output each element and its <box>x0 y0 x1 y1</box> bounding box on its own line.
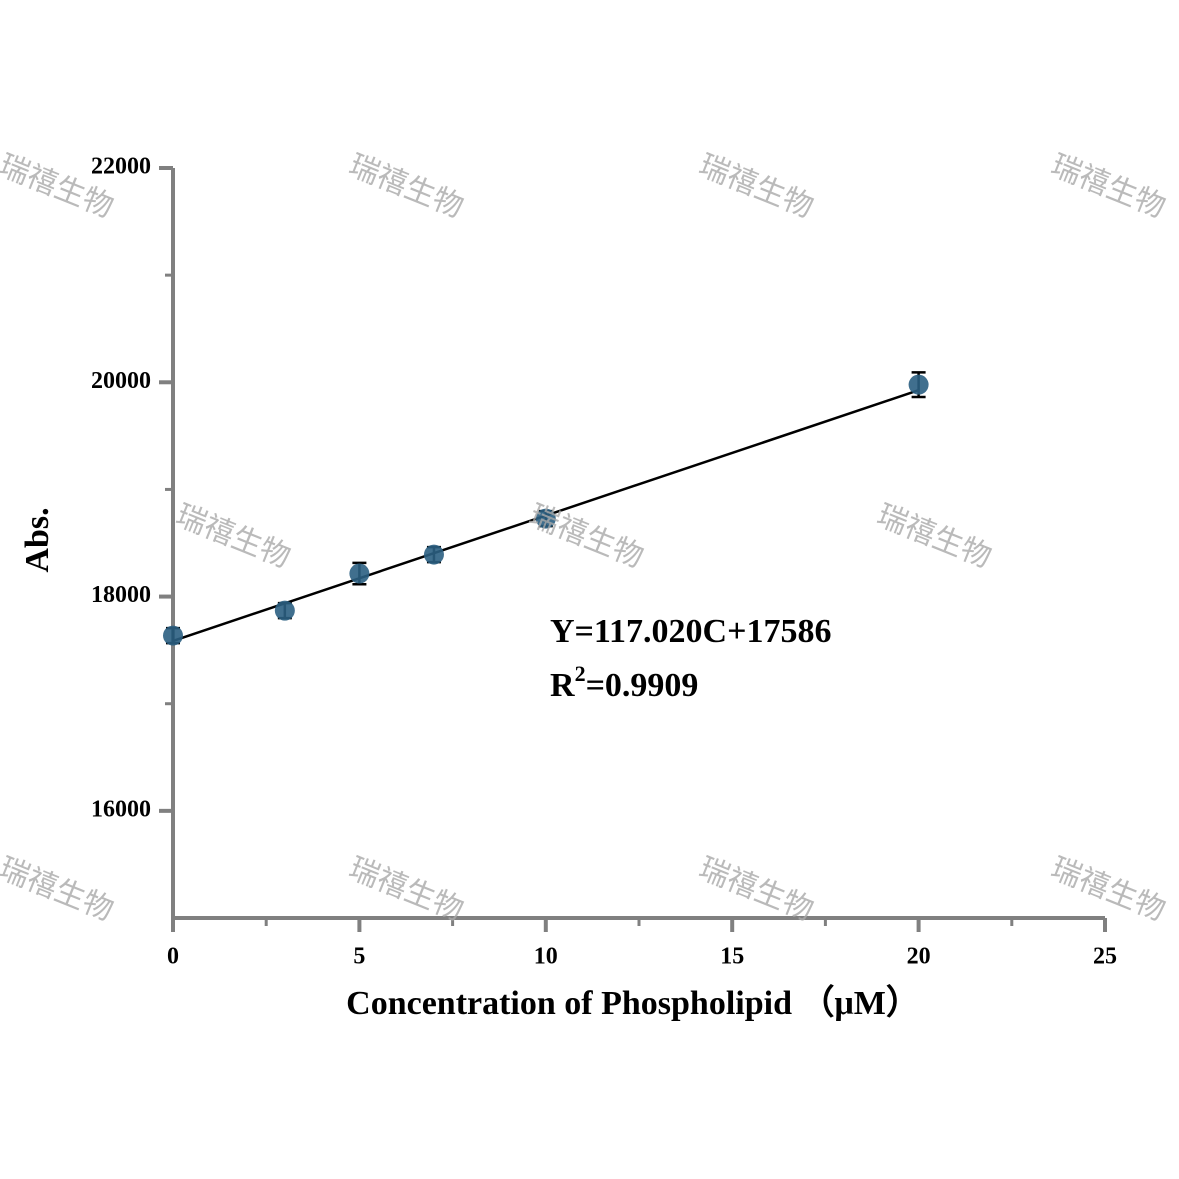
point <box>163 625 183 646</box>
x-tick-label: 15 <box>720 944 744 970</box>
y-tick-label: 20000 <box>91 368 151 394</box>
watermark: 瑞禧生物 <box>1046 148 1170 225</box>
r-squared: R2=0.9909 <box>550 661 698 704</box>
y-tick-label: 22000 <box>91 154 151 180</box>
watermark: 瑞禧生物 <box>171 498 295 575</box>
watermark: 瑞禧生物 <box>694 148 818 225</box>
r2-prefix: R <box>550 667 575 704</box>
x-axis-title: Concentration of Phospholipid （μM） <box>346 983 920 1022</box>
watermark: 瑞禧生物 <box>524 498 648 575</box>
point <box>423 544 444 565</box>
x-tick-label: 0 <box>167 944 179 970</box>
watermark: 瑞禧生物 <box>0 851 118 928</box>
point <box>274 600 295 621</box>
watermark: 瑞禧生物 <box>872 498 996 575</box>
y-tick-label: 16000 <box>91 796 151 822</box>
x-tick-label: 10 <box>534 944 558 970</box>
x-tick-label: 20 <box>907 944 931 970</box>
x-tick-label: 5 <box>353 944 365 970</box>
r2-suffix: =0.9909 <box>586 667 699 704</box>
x-tick-label: 25 <box>1093 944 1117 970</box>
y-axis-title: Abs. <box>19 507 56 572</box>
point <box>535 508 556 529</box>
y-tick-label: 18000 <box>91 582 151 608</box>
r2-sup: 2 <box>575 661 586 686</box>
point <box>349 563 370 584</box>
point <box>908 374 929 395</box>
equation: Y=117.020C+17586 <box>550 613 831 650</box>
watermark: 瑞禧生物 <box>344 148 468 225</box>
